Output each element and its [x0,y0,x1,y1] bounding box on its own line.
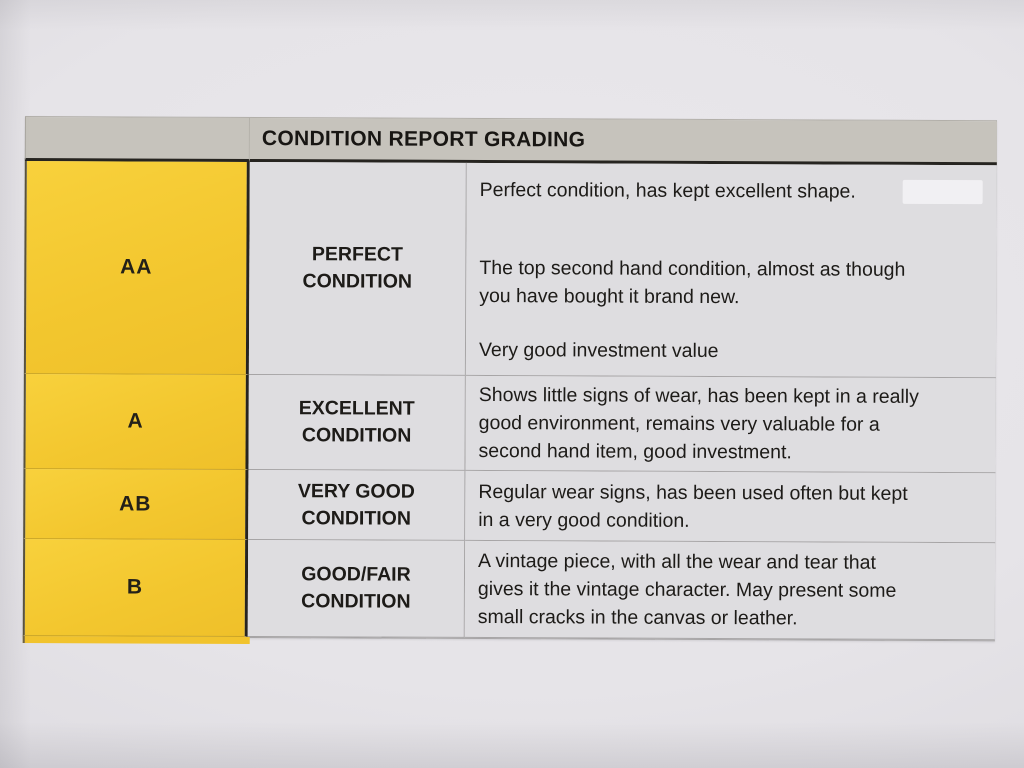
description-paragraph: Very good investment value [478,338,719,363]
table-grid: CONDITION REPORT GRADING AA PERFECT COND… [22,116,997,642]
condition-name-cell: VERY GOOD CONDITION [248,469,466,541]
condition-name: EXCELLENT CONDITION [298,397,415,447]
grade-label: A [127,409,144,433]
grade-label: AB [119,491,152,516]
description-paragraph: Regular wear signs, has been used often … [478,480,908,532]
condition-name-cell: EXCELLENT CONDITION [248,374,466,471]
condition-name: PERFECT CONDITION [302,243,413,293]
correction-fluid-patch [902,179,983,205]
yellow-column-overhang [22,635,250,644]
condition-name-cell: PERFECT CONDITION [248,161,467,376]
table-title: CONDITION REPORT GRADING [261,126,586,151]
description-paragraph: A vintage piece, with all the wear and t… [477,549,897,630]
grade-cell-aa: AA [23,160,250,375]
header-row: CONDITION REPORT GRADING [249,117,997,166]
description-cell: A vintage piece, with all the wear and t… [464,540,996,641]
description-paragraph: The top second hand condition, almost as… [479,256,906,309]
grade-cell-b: B [22,538,249,637]
condition-name-cell: GOOD/FAIR CONDITION [247,539,466,638]
description-cell: Regular wear signs, has been used often … [465,470,996,544]
grade-cell-a: A [23,373,249,470]
description-paragraph: Shows little signs of wear, has been kep… [478,383,919,464]
condition-name: VERY GOOD CONDITION [297,479,415,530]
condition-grading-table: CONDITION REPORT GRADING AA PERFECT COND… [22,116,997,644]
grade-label: B [126,575,144,599]
description-cell: Shows little signs of wear, has been kep… [465,375,996,474]
grade-cell-ab: AB [23,468,249,540]
header-grade-column-cell [24,116,250,162]
grade-label: AA [120,255,153,279]
condition-name: GOOD/FAIR CONDITION [301,563,411,613]
